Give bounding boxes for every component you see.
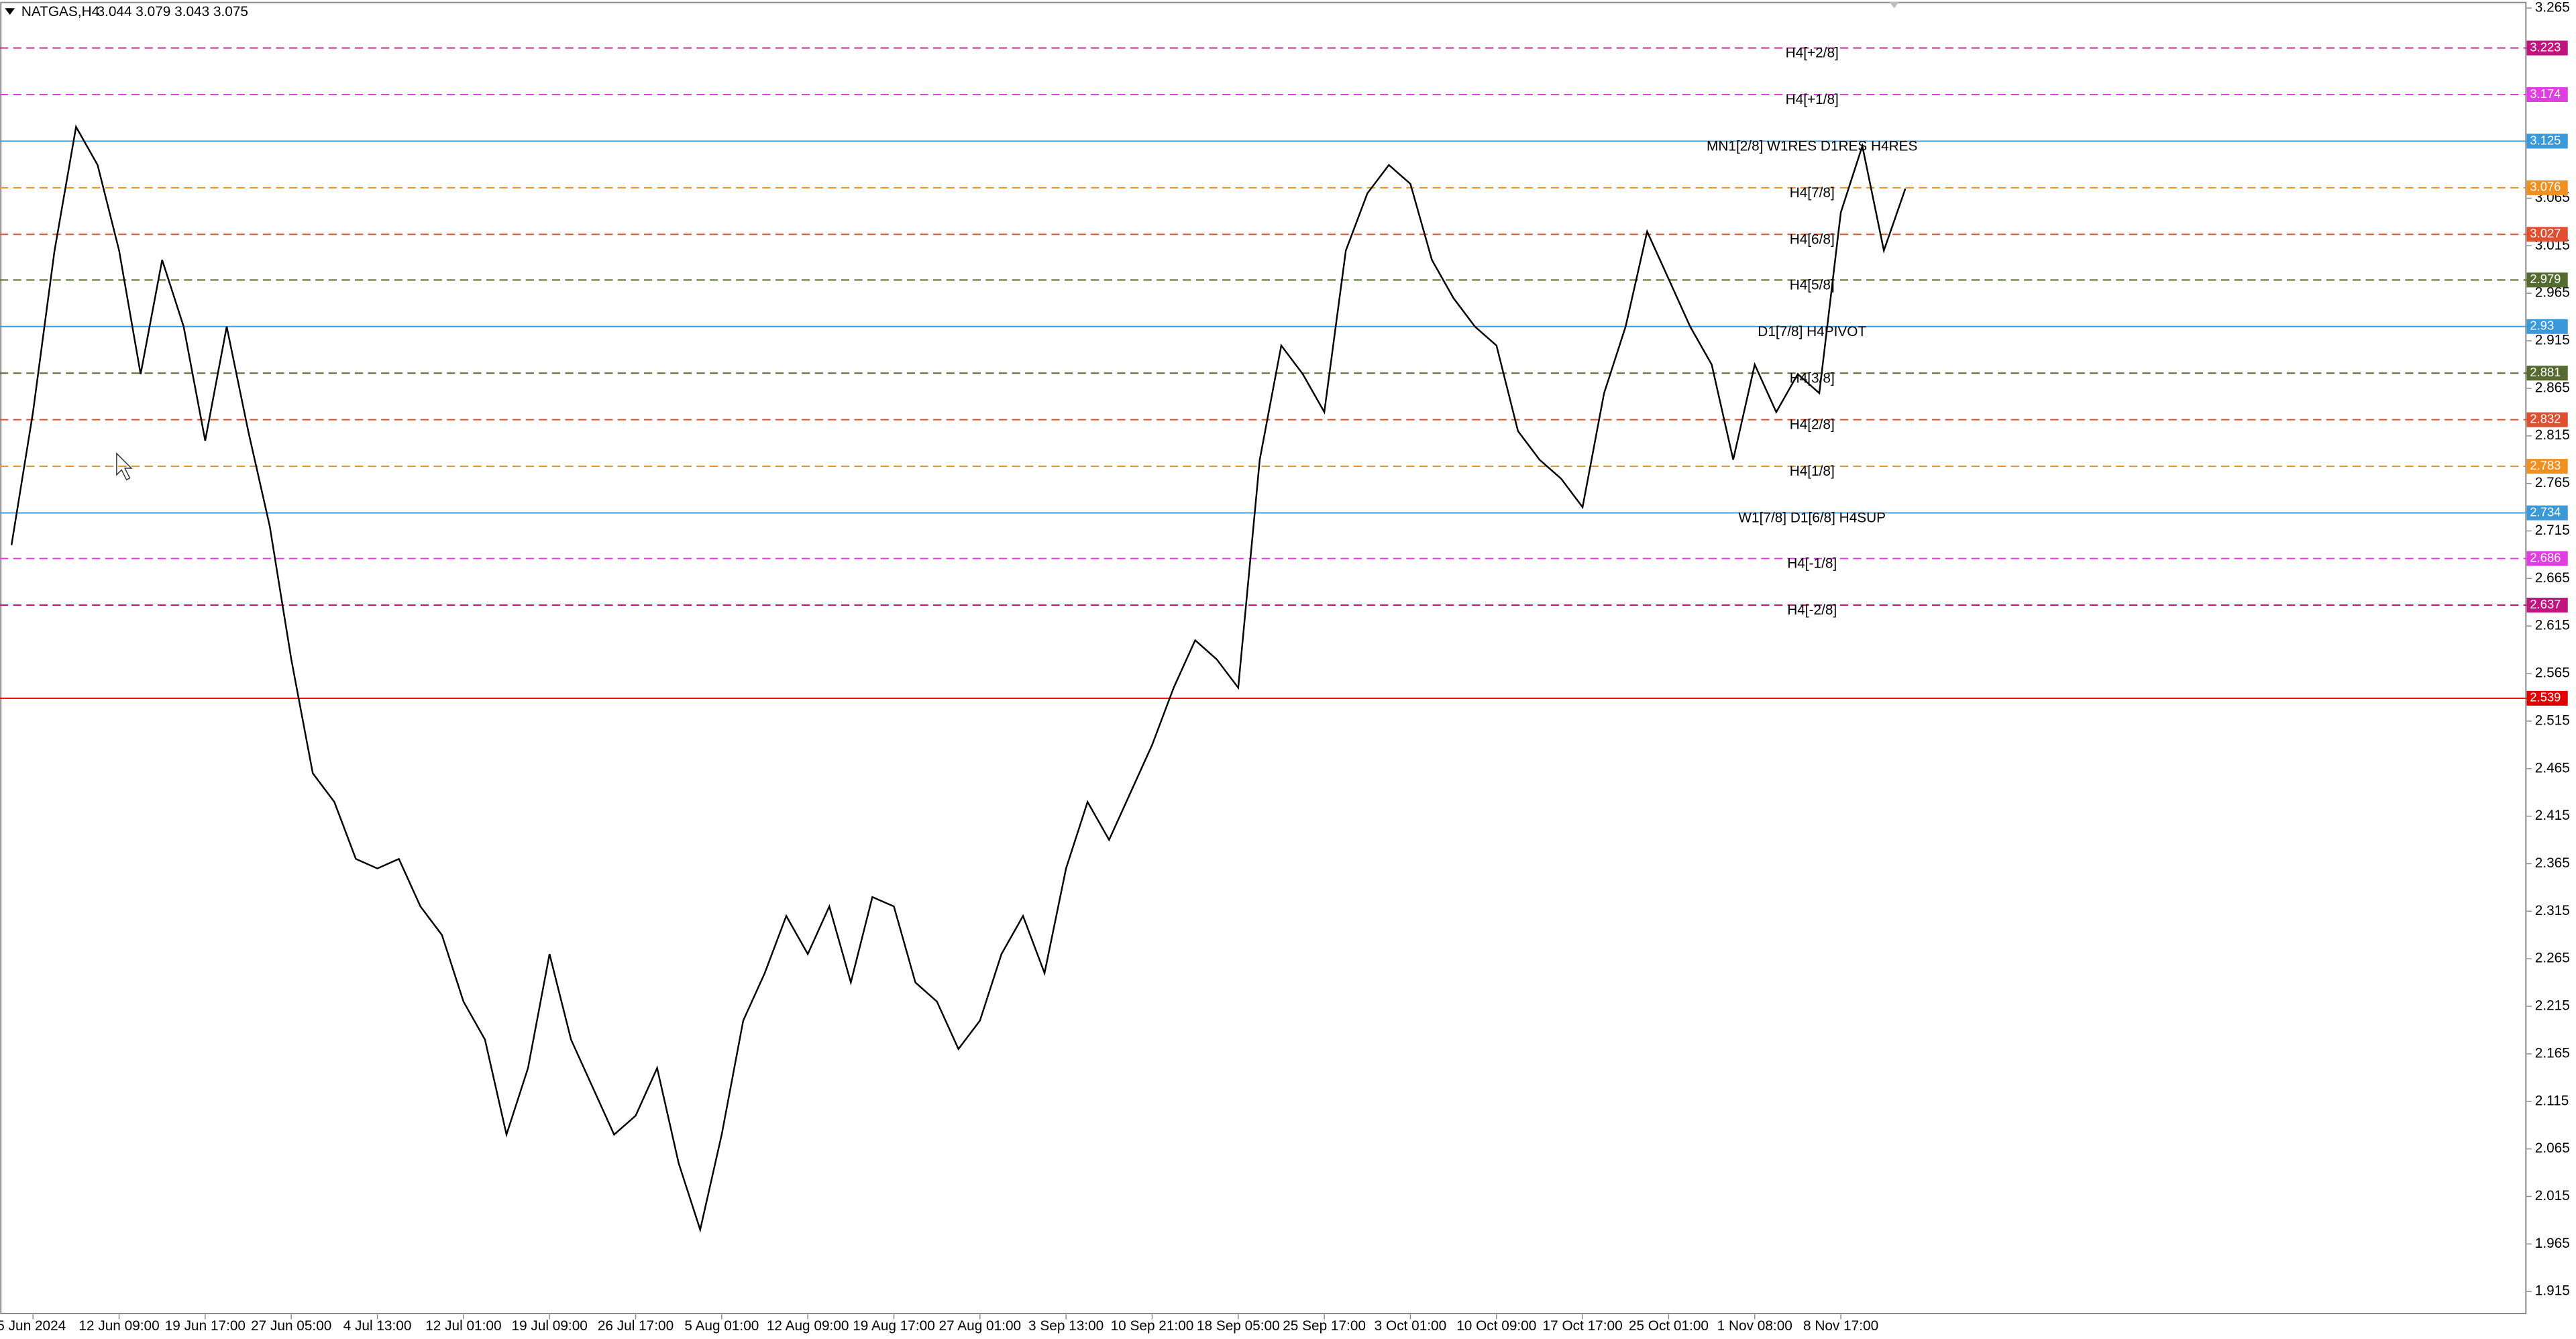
x-tick-label: 3 Sep 13:00 (1028, 1318, 1104, 1334)
y-tick-label: 2.715 (2535, 523, 2570, 538)
level-tag (2526, 133, 2568, 149)
level-tag (2526, 227, 2568, 242)
y-tick-label: 1.915 (2535, 1283, 2570, 1299)
x-tick-label: 10 Sep 21:00 (1111, 1318, 1194, 1334)
y-tick-label: 2.315 (2535, 903, 2570, 918)
level-tag (2526, 597, 2568, 613)
y-tick-label: 2.215 (2535, 998, 2570, 1014)
level-label: H4[-1/8] (1787, 556, 1837, 572)
level-tag-value: 2.783 (2530, 458, 2561, 472)
y-tick-label: 2.165 (2535, 1045, 2570, 1061)
plot-frame (0, 1, 2527, 1314)
y-tick-label: 2.765 (2535, 475, 2570, 490)
x-tick-label: 18 Sep 05:00 (1197, 1318, 1280, 1334)
level-label: H4[7/8] (1790, 185, 1835, 201)
level-tag-value: 3.125 (2530, 133, 2561, 147)
level-tag-value: 2.979 (2530, 272, 2561, 286)
x-tick-label: 5 Aug 01:00 (684, 1318, 759, 1334)
level-tag-value: 2.637 (2530, 597, 2561, 611)
x-tick-label: 10 Oct 09:00 (1456, 1318, 1536, 1334)
y-tick-label: 2.465 (2535, 760, 2570, 775)
y-tick-label: 2.615 (2535, 618, 2570, 633)
level-tag-value: 2.832 (2530, 412, 2561, 426)
y-tick-label: 2.865 (2535, 380, 2570, 395)
level-tag-value: 2.734 (2530, 504, 2561, 519)
y-tick-label: 2.415 (2535, 808, 2570, 823)
level-label: D1[7/8] H4PIVOT (1758, 324, 1866, 339)
level-label: H4[1/8] (1790, 464, 1835, 479)
symbol-title: NATGAS,H4 (21, 4, 99, 19)
x-tick-label: 5 Jun 2024 (0, 1318, 66, 1334)
x-tick-label: 25 Oct 01:00 (1629, 1318, 1709, 1334)
x-tick-label: 4 Jul 13:00 (343, 1318, 412, 1334)
level-tag (2526, 505, 2568, 521)
level-tag (2526, 690, 2568, 706)
y-tick-label: 2.815 (2535, 427, 2570, 443)
level-label: H4[+1/8] (1786, 92, 1839, 107)
level-tag-value: 2.881 (2530, 365, 2561, 379)
y-tick-label: 2.265 (2535, 951, 2570, 966)
level-label: H4[2/8] (1790, 417, 1835, 433)
x-tick-label: 27 Aug 01:00 (939, 1318, 1022, 1334)
x-tick-label: 26 Jul 17:00 (598, 1318, 674, 1334)
level-label: H4[+2/8] (1786, 46, 1839, 61)
level-tag-value: 2.686 (2530, 550, 2561, 564)
y-tick-label: 2.965 (2535, 285, 2570, 301)
x-tick-label: 12 Aug 09:00 (767, 1318, 849, 1334)
x-tick-label: 25 Sep 17:00 (1283, 1318, 1366, 1334)
x-tick-label: 19 Jul 09:00 (512, 1318, 588, 1334)
y-tick-label: 1.965 (2535, 1236, 2570, 1251)
level-label: H4[5/8] (1790, 277, 1835, 292)
level-label: H4[3/8] (1790, 370, 1835, 386)
y-tick-label: 2.065 (2535, 1140, 2570, 1156)
x-tick-label: 1 Nov 08:00 (1717, 1318, 1792, 1334)
y-tick-label: 3.265 (2535, 0, 2570, 15)
x-tick-label: 12 Jun 09:00 (78, 1318, 159, 1334)
level-label: H4[-2/8] (1787, 602, 1837, 618)
level-tag-value: 3.174 (2530, 87, 2561, 101)
menu-arrow[interactable] (5, 8, 15, 15)
level-tag (2526, 459, 2568, 474)
level-label: W1[7/8] D1[6/8] H4SUP (1738, 511, 1886, 526)
level-tag-value: 3.223 (2530, 40, 2561, 54)
y-tick-label: 2.665 (2535, 570, 2570, 586)
x-tick-label: 27 Jun 05:00 (251, 1318, 331, 1334)
level-tag (2526, 551, 2568, 566)
x-tick-label: 3 Oct 01:00 (1375, 1318, 1447, 1334)
level-tag (2526, 412, 2568, 427)
level-tag (2526, 180, 2568, 195)
x-tick-label: 19 Jun 17:00 (165, 1318, 246, 1334)
y-tick-label: 2.115 (2535, 1093, 2569, 1108)
level-tag (2526, 272, 2568, 288)
quote-ohlc: 3.044 3.079 3.043 3.075 (97, 4, 248, 19)
level-tag-value: 2.539 (2530, 690, 2561, 704)
level-label: H4[6/8] (1790, 231, 1835, 247)
level-tag-value: 2.93 (2530, 319, 2554, 333)
x-tick-label: 8 Nov 17:00 (1803, 1318, 1878, 1334)
y-tick-label: 2.365 (2535, 855, 2570, 871)
y-tick-label: 2.915 (2535, 333, 2570, 348)
level-label: MN1[2/8] W1RES D1RES H4RES (1707, 139, 1917, 154)
level-tag (2526, 366, 2568, 381)
scroll-marker (1889, 1, 1900, 9)
level-tag (2526, 40, 2568, 56)
level-tag-value: 3.027 (2530, 226, 2561, 240)
level-tag (2526, 87, 2568, 103)
x-tick-label: 17 Oct 17:00 (1543, 1318, 1623, 1334)
level-tag (2526, 319, 2568, 334)
x-tick-label: 19 Aug 17:00 (853, 1318, 935, 1334)
price-line (10, 124, 1907, 1233)
y-tick-label: 2.515 (2535, 712, 2570, 728)
y-tick-label: 2.565 (2535, 665, 2570, 681)
level-tag-value: 3.076 (2530, 180, 2561, 194)
x-tick-label: 12 Jul 01:00 (425, 1318, 501, 1334)
y-tick-label: 2.015 (2535, 1188, 2570, 1203)
